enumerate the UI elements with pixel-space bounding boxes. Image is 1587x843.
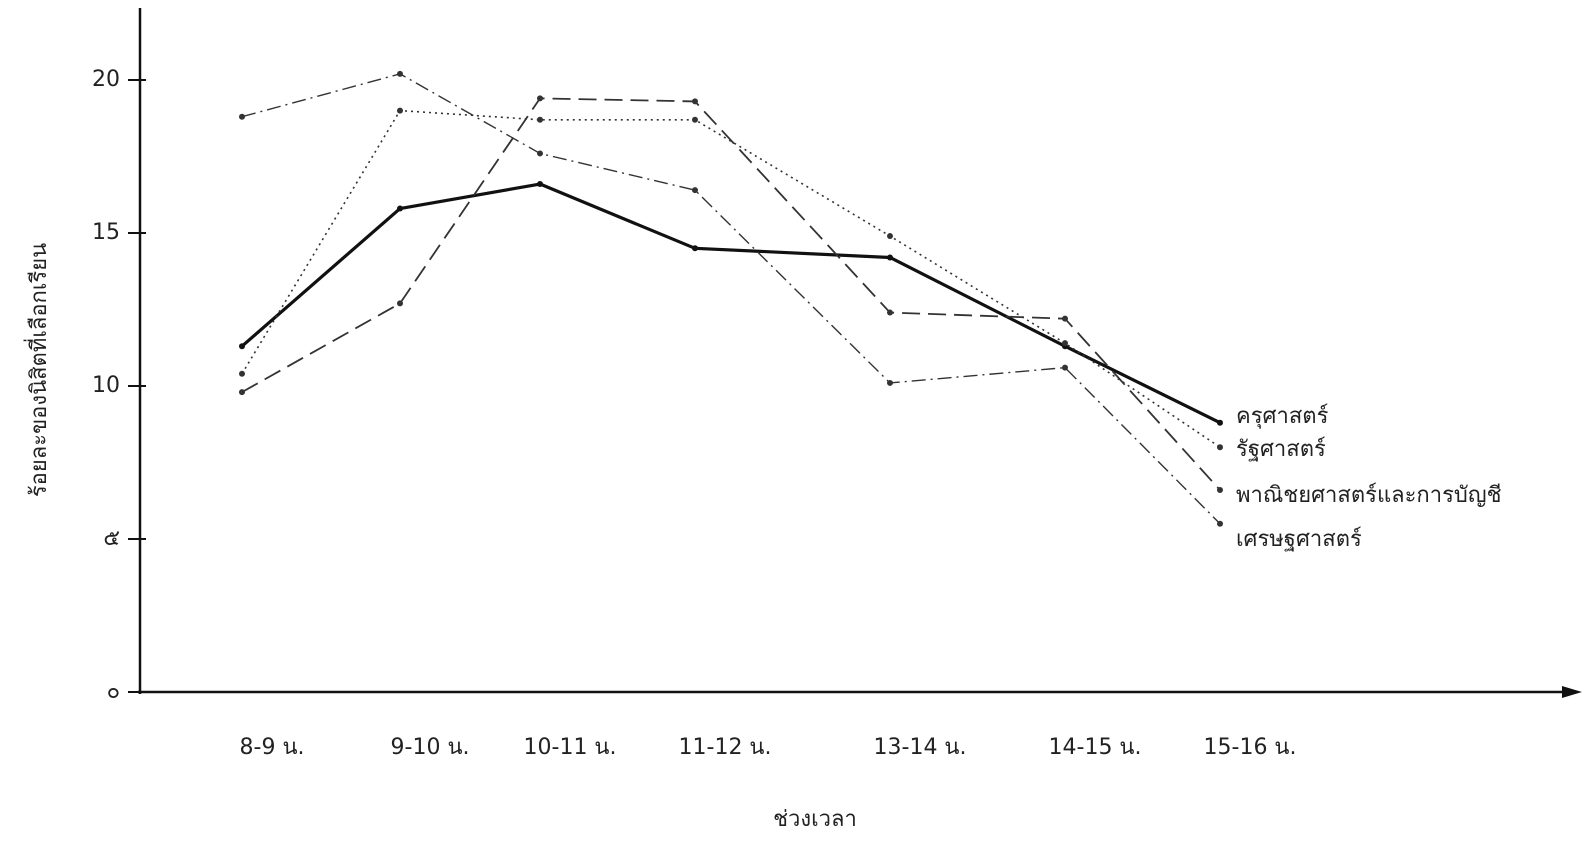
legend-label: รัฐศาสตร์ [1236,437,1326,462]
x-tick-label: 14-15 น. [1049,735,1142,760]
series-point [1062,364,1068,371]
series-point [1217,487,1223,494]
series-point [1217,444,1223,451]
x-tick-label: 11-12 น. [679,735,772,760]
series-point [887,254,893,261]
x-tick-label: 10-11 น. [524,735,617,760]
y-tick-label: 20 [92,67,120,92]
series-point [239,389,245,396]
series-point [887,379,893,386]
x-tick-label: 13-14 น. [874,735,967,760]
series-point [537,95,543,102]
legend-label: ครุศาสตร์ [1236,404,1329,429]
series-point [1217,520,1223,527]
series-line [240,182,1221,425]
series-point [537,116,543,123]
y-tick-label: ๐ [107,679,120,704]
x-tick-label: 9-10 น. [391,735,470,760]
y-tick-label: 10 [92,373,120,398]
x-tick-label: 15-16 น. [1204,735,1297,760]
series-line [241,97,1221,491]
series-point [887,309,893,316]
series-point [1217,419,1223,426]
x-axis-label: ช่วงเวลา [773,807,857,832]
series-point [1062,340,1068,347]
series-point [692,187,698,194]
legend-label: พาณิชยศาสตร์และการบัญชี [1236,483,1502,508]
series-point [692,98,698,105]
series-point [239,370,245,377]
series-point [397,205,403,212]
x-axis-arrow [1562,686,1582,698]
series-point [692,116,698,123]
series-point [887,233,893,240]
y-axis-label: ร้อยละของนิสิตที่เลือกเรียน [23,243,52,497]
series-point [239,343,245,350]
series-point [239,113,245,120]
y-tick-label: ๕ [103,526,120,551]
series-point [1062,315,1068,322]
x-tick-label: 8-9 น. [240,735,305,760]
series-point [692,245,698,252]
series-point [397,70,403,77]
series-point [537,150,543,157]
series-point [537,181,543,188]
legend-label: เศรษฐศาสตร์ [1236,527,1362,552]
series-point [397,107,403,114]
series-point [397,300,403,307]
series-line [241,109,1221,448]
y-tick-label: 15 [92,220,120,245]
